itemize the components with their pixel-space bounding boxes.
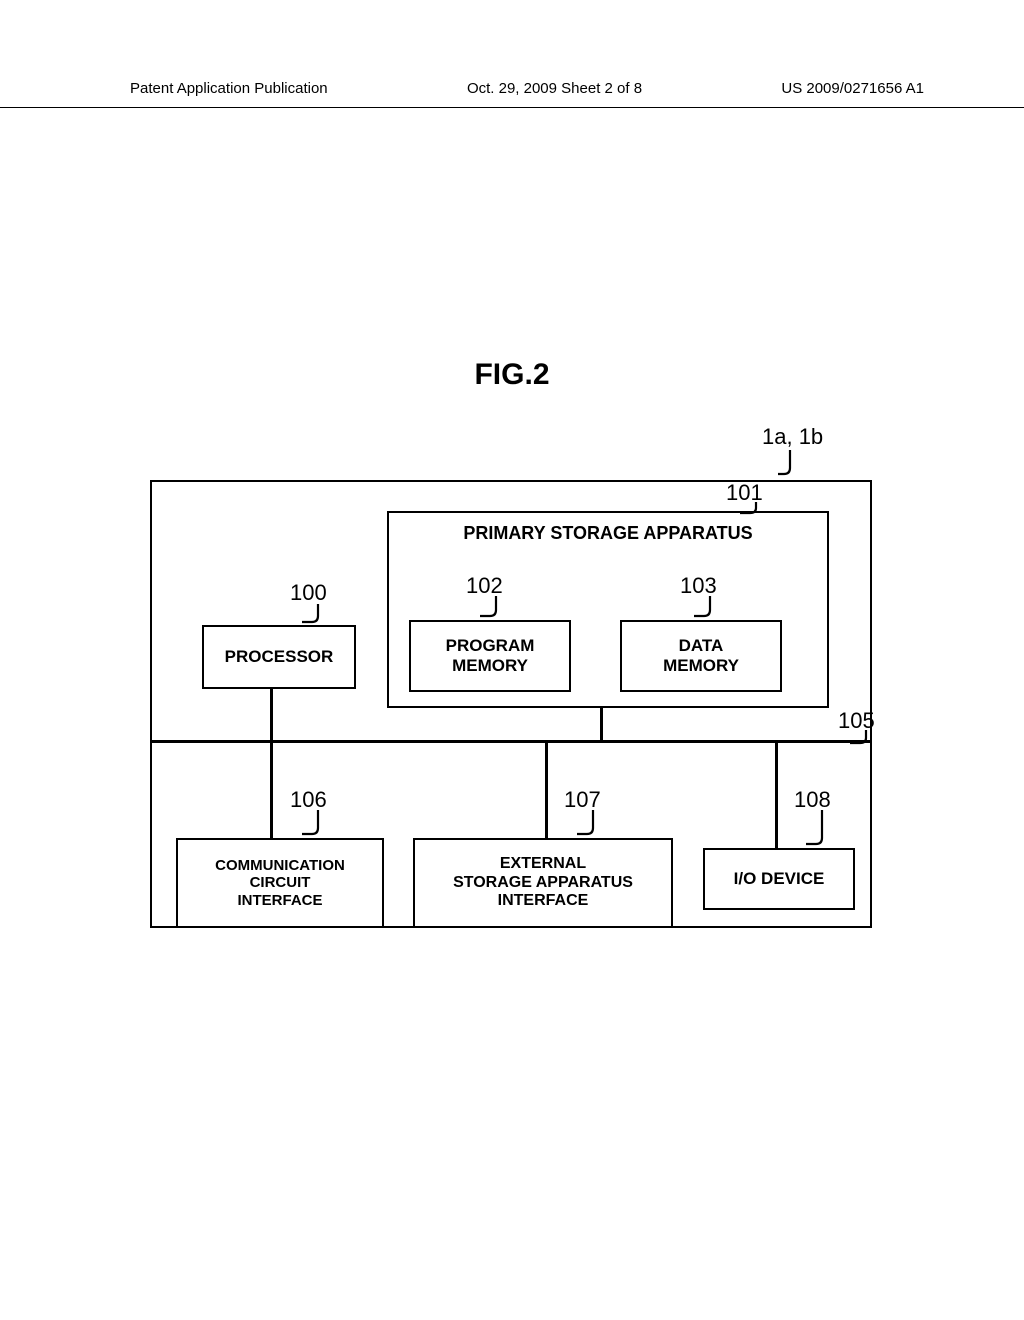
processor-ref-label: 100 [290, 580, 327, 606]
page-header: Patent Application Publication Oct. 29, … [0, 80, 1024, 108]
bus-stub-comm [270, 740, 273, 838]
bus-line [150, 740, 870, 743]
leader-hook-101 [740, 502, 766, 518]
io-device-box: I/O DEVICE [703, 848, 855, 910]
leader-hook-103 [694, 596, 720, 620]
bus-stub-ext [545, 740, 548, 838]
leader-hook-102 [480, 596, 506, 620]
primary-storage-label: PRIMARY STORAGE APPARATUS [389, 523, 827, 544]
program-memory-label: PROGRAM MEMORY [446, 636, 535, 675]
leader-hook-100 [302, 604, 328, 626]
figure-title: FIG.2 [0, 358, 1024, 392]
header-right: US 2009/0271656 A1 [781, 80, 924, 97]
leader-hook-outer [778, 450, 808, 480]
leader-hook-106 [302, 810, 328, 838]
processor-box: PROCESSOR [202, 625, 356, 689]
data-memory-label: DATA MEMORY [663, 636, 739, 675]
processor-label: PROCESSOR [225, 647, 334, 667]
header-center: Oct. 29, 2009 Sheet 2 of 8 [467, 80, 642, 97]
ext-storage-interface-label: EXTERNAL STORAGE APPARATUS INTERFACE [453, 855, 633, 910]
bus-stub-processor [270, 688, 273, 740]
header-left: Patent Application Publication [130, 80, 328, 97]
comm-interface-label: COMMUNICATION CIRCUIT INTERFACE [215, 857, 345, 909]
leader-hook-bus [850, 730, 876, 746]
ext-storage-interface-box: EXTERNAL STORAGE APPARATUS INTERFACE [413, 838, 673, 928]
outer-box-ref-label: 1a, 1b [762, 424, 823, 450]
io-device-label: I/O DEVICE [734, 869, 825, 889]
bus-stub-primary [600, 707, 603, 740]
comm-interface-box: COMMUNICATION CIRCUIT INTERFACE [176, 838, 384, 928]
block-diagram: 1a, 1b 105 PRIMARY STORAGE APPARATUS 101… [150, 430, 870, 920]
leader-hook-107 [577, 810, 603, 838]
data-memory-box: DATA MEMORY [620, 620, 782, 692]
program-memory-box: PROGRAM MEMORY [409, 620, 571, 692]
bus-stub-io [775, 740, 778, 848]
leader-hook-108 [806, 810, 832, 848]
